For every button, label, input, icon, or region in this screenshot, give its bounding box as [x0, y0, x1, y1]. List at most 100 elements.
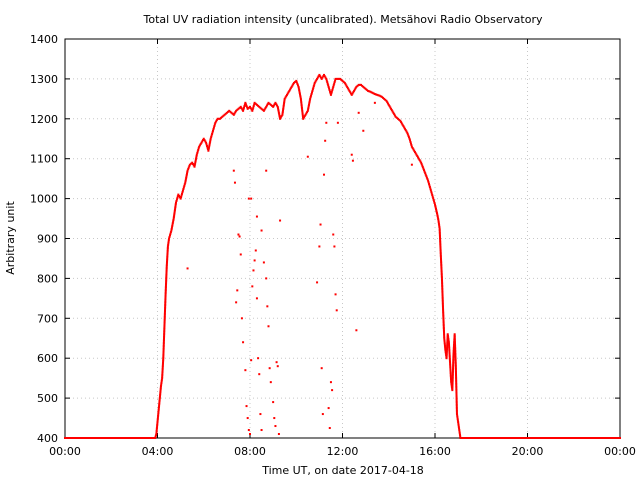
data-point — [172, 220, 175, 223]
data-point — [402, 125, 405, 128]
data-point — [386, 101, 389, 104]
data-point — [168, 235, 171, 238]
data-point — [438, 227, 441, 230]
data-point — [438, 232, 441, 235]
data-point — [430, 192, 433, 195]
data-point — [509, 437, 512, 439]
data-point — [296, 84, 299, 87]
data-point — [558, 437, 561, 439]
data-point — [163, 322, 166, 325]
data-point — [439, 253, 442, 256]
data-point — [442, 316, 445, 319]
data-point — [470, 437, 473, 439]
data-point — [440, 268, 443, 271]
data-point — [456, 414, 459, 417]
data-point — [175, 198, 178, 201]
x-tick-label: 00:00 — [604, 445, 636, 458]
data-point — [516, 437, 519, 439]
data-point — [251, 285, 254, 288]
data-point — [238, 106, 241, 109]
data-point — [452, 354, 455, 357]
data-point — [155, 431, 158, 434]
data-point — [452, 368, 455, 371]
data-point — [171, 223, 174, 226]
data-point — [438, 233, 441, 236]
data-point — [455, 381, 458, 384]
data-point — [425, 176, 428, 179]
data-point — [439, 241, 442, 244]
data-point — [440, 278, 443, 281]
data-point — [442, 329, 445, 332]
data-point — [330, 90, 333, 93]
data-point — [213, 123, 216, 126]
data-point — [425, 175, 428, 178]
data-point — [144, 437, 147, 439]
data-point — [167, 242, 170, 245]
data-point — [171, 222, 174, 225]
data-point — [162, 358, 165, 361]
data-point — [175, 201, 177, 204]
data-point — [277, 433, 280, 436]
data-point — [212, 128, 215, 131]
data-point — [452, 366, 455, 369]
data-point — [348, 89, 351, 92]
data-point — [450, 378, 453, 381]
data-point — [164, 291, 167, 294]
data-point — [578, 437, 581, 439]
data-point — [419, 160, 422, 163]
data-point — [194, 161, 197, 164]
data-point — [221, 115, 224, 118]
data-point — [407, 136, 410, 139]
data-point — [401, 123, 404, 126]
data-point — [597, 437, 600, 439]
data-point — [452, 345, 455, 348]
data-point — [451, 374, 454, 377]
data-point — [162, 340, 165, 343]
x-tick-label: 12:00 — [327, 445, 359, 458]
data-point — [453, 333, 456, 336]
data-point — [308, 102, 311, 105]
data-point — [429, 187, 432, 190]
data-point — [165, 281, 168, 284]
data-point — [265, 277, 268, 280]
data-point — [307, 105, 310, 108]
data-point — [172, 217, 175, 220]
data-point — [163, 317, 166, 320]
data-point — [450, 382, 453, 385]
data-point — [163, 313, 166, 316]
data-point — [133, 437, 136, 439]
data-point — [208, 145, 211, 148]
data-point — [218, 117, 221, 120]
data-point — [331, 87, 334, 90]
data-point — [185, 177, 188, 180]
data-point — [214, 121, 217, 124]
data-point — [357, 111, 360, 114]
y-tick-label: 1200 — [30, 113, 58, 126]
data-point — [242, 108, 245, 111]
data-point — [446, 343, 449, 346]
data-point — [290, 85, 293, 88]
data-point — [441, 280, 444, 283]
x-axis-label: Time UT, on date 2017-04-18 — [261, 464, 424, 477]
data-point — [443, 338, 446, 341]
data-point — [320, 367, 323, 370]
data-point — [180, 194, 183, 197]
data-point — [443, 337, 446, 340]
data-point — [455, 398, 458, 401]
data-point — [455, 405, 458, 408]
data-point — [319, 75, 322, 78]
data-point — [325, 77, 328, 80]
data-point — [190, 162, 193, 165]
chart-title: Total UV radiation intensity (uncalibrat… — [143, 13, 543, 26]
data-point — [187, 168, 190, 171]
data-point — [68, 437, 71, 439]
data-point — [166, 248, 169, 251]
data-point — [90, 437, 93, 439]
data-point — [162, 349, 165, 352]
data-point — [441, 294, 444, 297]
data-point — [158, 400, 161, 403]
data-point — [292, 83, 295, 86]
data-point — [195, 155, 198, 158]
data-point — [522, 437, 525, 439]
data-point — [378, 94, 381, 97]
